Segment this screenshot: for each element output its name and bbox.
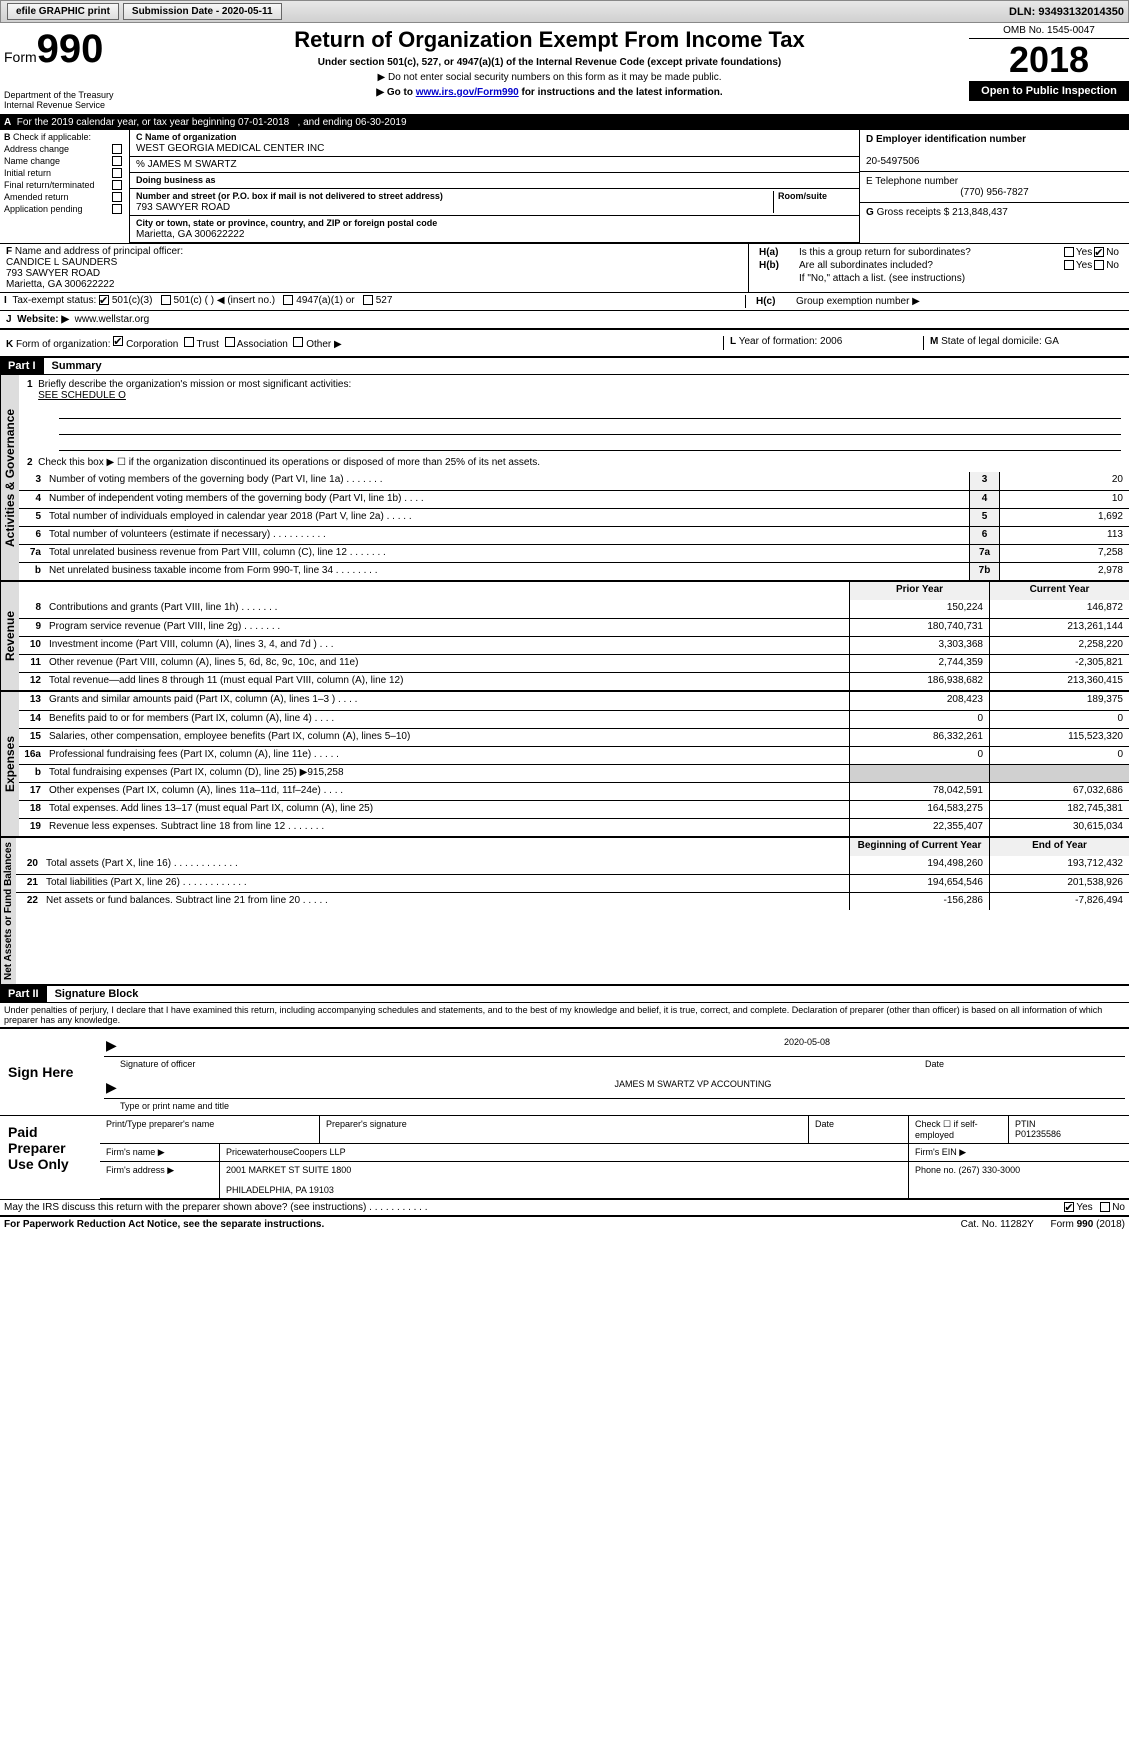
netassets-section: Net Assets or Fund Balances Beginning of… — [0, 838, 1129, 986]
row-j: J Website: ▶ www.wellstar.org — [0, 310, 1129, 330]
top-bar: efile GRAPHIC print Submission Date - 20… — [0, 0, 1129, 23]
discuss-row: May the IRS discuss this return with the… — [0, 1199, 1129, 1215]
firm-name: PricewaterhouseCoopers LLP — [220, 1144, 909, 1161]
form-header: Form990 Department of the Treasury Inter… — [0, 23, 1129, 115]
efile-badge: efile GRAPHIC print — [7, 3, 119, 20]
section-f-h: F Name and address of principal officer:… — [0, 243, 1129, 292]
part1-bar: Part ISummary — [0, 358, 1129, 375]
omb-number: OMB No. 1545-0047 — [969, 23, 1129, 39]
care-of: % JAMES M SWARTZ — [136, 159, 237, 170]
website: www.wellstar.org — [75, 314, 149, 325]
irs-link[interactable]: www.irs.gov/Form990 — [416, 87, 519, 98]
officer-name-title: JAMES M SWARTZ VP ACCOUNTING — [615, 1079, 1124, 1096]
form-title: Return of Organization Exempt From Incom… — [134, 27, 965, 53]
preparer-phone: Phone no. (267) 330-3000 — [909, 1162, 1129, 1198]
row-k-l-m: K Form of organization: Corporation Trus… — [0, 330, 1129, 358]
dept-treasury: Department of the Treasury — [4, 90, 126, 100]
expenses-section: Expenses 13Grants and similar amounts pa… — [0, 692, 1129, 838]
submission-date: Submission Date - 2020-05-11 — [123, 3, 282, 20]
footer: For Paperwork Reduction Act Notice, see … — [0, 1215, 1129, 1232]
header-block: B Check if applicable: Address changeNam… — [0, 130, 1129, 243]
mission-text: SEE SCHEDULE O — [38, 390, 126, 401]
part2-bar: Part IISignature Block — [0, 986, 1129, 1003]
street-address: 793 SAWYER ROAD — [136, 202, 230, 213]
tax-exempt-row: I Tax-exempt status: 501(c)(3) 501(c) ( … — [0, 292, 1129, 310]
telephone: (770) 956-7827 — [866, 187, 1123, 198]
dept-irs: Internal Revenue Service — [4, 100, 126, 110]
form-prefix: Form — [4, 49, 37, 65]
ptin: P01235586 — [1015, 1129, 1061, 1139]
line-a: A For the 2019 calendar year, or tax yea… — [0, 115, 1129, 130]
perjury-text: Under penalties of perjury, I declare th… — [0, 1003, 1129, 1027]
governance-section: Activities & Governance 1 Briefly descri… — [0, 375, 1129, 582]
tax-year: 2018 — [969, 39, 1129, 81]
officer-name: CANDICE L SAUNDERS — [6, 257, 117, 268]
open-to-public: Open to Public Inspection — [969, 81, 1129, 101]
dln: DLN: 93493132014350 — [1009, 6, 1124, 18]
gross-receipts: Gross receipts $ 213,848,437 — [877, 207, 1008, 218]
sign-section: Sign Here ▶2020-05-08 Signature of offic… — [0, 1027, 1129, 1115]
subtitle-1: Under section 501(c), 527, or 4947(a)(1)… — [134, 57, 965, 68]
org-name: WEST GEORGIA MEDICAL CENTER INC — [136, 143, 324, 154]
revenue-section: Revenue Prior YearCurrent Year 8Contribu… — [0, 582, 1129, 692]
form-number: 990 — [37, 27, 104, 71]
subtitle-3: ▶ Go to www.irs.gov/Form990 for instruct… — [134, 87, 965, 98]
subtitle-2: ▶ Do not enter social security numbers o… — [134, 72, 965, 83]
preparer-section: Paid Preparer Use Only Print/Type prepar… — [0, 1115, 1129, 1199]
ein: 20-5497506 — [866, 156, 919, 167]
city-state-zip: Marietta, GA 300622222 — [136, 229, 244, 240]
